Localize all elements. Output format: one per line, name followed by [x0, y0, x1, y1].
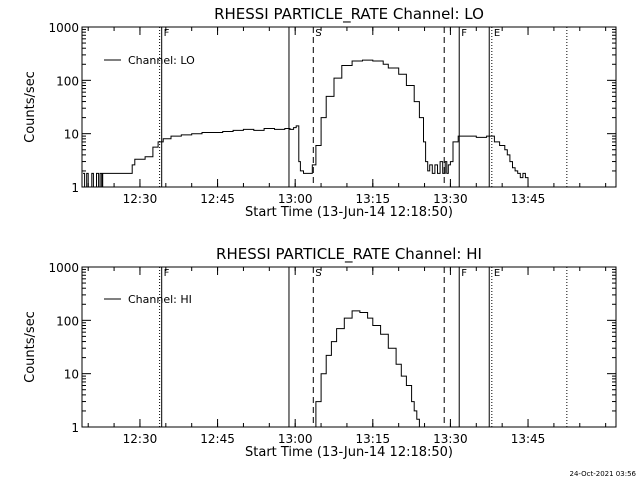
y-tick-label: 1 [71, 421, 79, 435]
marker-label: F [461, 268, 467, 279]
x-tick-label: 12:45 [200, 192, 235, 206]
plot-frame [81, 26, 617, 188]
series-line-channel-hi [313, 310, 420, 428]
x-tick-label: 12:30 [123, 192, 158, 206]
x-tick-label: 12:30 [123, 432, 158, 446]
x-axis-label: Start Time (13-Jun-14 12:18:50) [245, 205, 453, 220]
marker-label: E [494, 28, 500, 39]
x-tick-label: 13:45 [511, 432, 546, 446]
panel-lo: RHESSI PARTICLE_RATE Channel: LO 1 10 100 10… [23, 5, 617, 220]
x-tick-label: 13:30 [433, 432, 468, 446]
marker-label: S [315, 28, 321, 39]
y-tick-label: 100 [56, 314, 79, 328]
marker-label: E [494, 268, 500, 279]
y-tick-label: 10 [64, 368, 79, 382]
y-tick-label: 1 [71, 181, 79, 195]
plot-frame [81, 266, 617, 428]
x-axis-label: Start Time (13-Jun-14 12:18:50) [245, 445, 453, 460]
legend-label: Channel: LO [128, 54, 195, 67]
marker-label: S [315, 268, 321, 279]
y-tick-label: 100 [56, 74, 79, 88]
chart-title: RHESSI PARTICLE_RATE Channel: LO [214, 5, 484, 24]
x-tick-label: 13:30 [433, 192, 468, 206]
chart-title: RHESSI PARTICLE_RATE Channel: HI [216, 245, 482, 264]
x-tick-label: 12:45 [200, 432, 235, 446]
x-tick-label: 13:15 [356, 432, 391, 446]
x-tick-label: 13:00 [278, 432, 313, 446]
x-tick-label: 13:15 [356, 192, 391, 206]
x-tick-label: 13:45 [511, 192, 546, 206]
series-line-channel-lo [83, 59, 529, 188]
y-axis-label: Counts/sec [23, 71, 38, 143]
y-tick-label: 10 [64, 128, 79, 142]
y-tick-label: 1000 [48, 261, 79, 275]
panel-hi: RHESSI PARTICLE_RATE Channel: HI 1 10 100 10… [23, 245, 617, 460]
legend-label: Channel: HI [128, 293, 192, 306]
y-tick-label: 1000 [48, 21, 79, 35]
timestamp: 24-Oct-2021 03:56 [570, 470, 637, 478]
y-axis-label: Counts/sec [23, 311, 38, 383]
x-tick-label: 13:00 [278, 192, 313, 206]
marker-label: F [164, 268, 170, 279]
marker-label: F [164, 28, 170, 39]
marker-label: F [461, 28, 467, 39]
